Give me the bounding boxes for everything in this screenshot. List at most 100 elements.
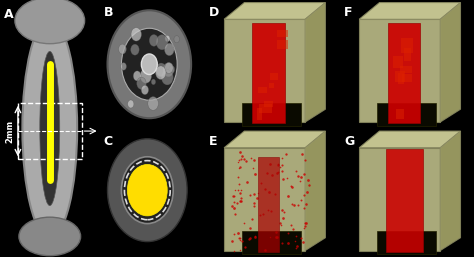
Circle shape bbox=[141, 54, 157, 75]
Point bbox=[230, 249, 237, 253]
Point bbox=[301, 226, 308, 230]
Point bbox=[278, 169, 286, 173]
Polygon shape bbox=[377, 103, 436, 126]
Point bbox=[237, 196, 245, 200]
Bar bbox=[401, 74, 411, 82]
Point bbox=[279, 208, 286, 212]
Circle shape bbox=[165, 35, 170, 42]
Point bbox=[288, 185, 296, 189]
Circle shape bbox=[163, 63, 174, 77]
Point bbox=[268, 173, 275, 177]
Point bbox=[288, 183, 295, 188]
Bar bbox=[257, 108, 262, 120]
Point bbox=[296, 179, 304, 183]
Point bbox=[264, 208, 272, 212]
Point bbox=[273, 171, 281, 176]
Bar bbox=[18, 103, 82, 159]
Point bbox=[290, 203, 298, 207]
Bar bbox=[401, 66, 412, 73]
Text: D: D bbox=[209, 6, 219, 20]
Point bbox=[234, 201, 241, 205]
Point bbox=[236, 150, 243, 154]
Point bbox=[230, 206, 238, 210]
Point bbox=[245, 237, 253, 241]
Point bbox=[305, 183, 313, 187]
Point bbox=[277, 221, 284, 225]
Point bbox=[302, 221, 310, 225]
Polygon shape bbox=[242, 103, 301, 126]
Point bbox=[277, 223, 285, 227]
Circle shape bbox=[156, 63, 166, 77]
Point bbox=[301, 206, 308, 210]
Point bbox=[254, 191, 262, 195]
Point bbox=[287, 223, 294, 227]
Point bbox=[297, 198, 305, 202]
Point bbox=[230, 200, 238, 204]
Point bbox=[234, 231, 242, 235]
Text: A: A bbox=[4, 8, 14, 21]
Point bbox=[273, 235, 281, 239]
Bar bbox=[269, 83, 273, 88]
Point bbox=[237, 191, 244, 195]
Point bbox=[237, 199, 244, 203]
Point bbox=[262, 248, 269, 252]
Circle shape bbox=[128, 100, 134, 108]
Point bbox=[274, 163, 282, 167]
Point bbox=[293, 244, 301, 248]
Point bbox=[247, 156, 255, 160]
Point bbox=[263, 171, 271, 175]
Bar bbox=[277, 40, 288, 49]
Circle shape bbox=[131, 28, 141, 41]
Point bbox=[288, 202, 296, 206]
Circle shape bbox=[118, 44, 126, 54]
Point bbox=[234, 160, 242, 164]
Point bbox=[237, 157, 244, 161]
Point bbox=[292, 234, 300, 238]
Point bbox=[235, 188, 242, 192]
Point bbox=[278, 241, 285, 245]
Point bbox=[251, 192, 258, 196]
Text: G: G bbox=[344, 135, 355, 148]
Circle shape bbox=[164, 62, 173, 74]
Point bbox=[300, 240, 307, 244]
Point bbox=[240, 157, 248, 161]
Bar bbox=[264, 101, 273, 107]
Bar bbox=[404, 48, 411, 61]
Point bbox=[278, 163, 286, 167]
Bar bbox=[258, 87, 267, 93]
Point bbox=[248, 217, 255, 221]
Point bbox=[297, 175, 304, 179]
Point bbox=[243, 159, 250, 163]
Polygon shape bbox=[258, 157, 280, 252]
Point bbox=[241, 244, 248, 249]
Bar bbox=[277, 30, 288, 37]
Point bbox=[251, 172, 259, 176]
Point bbox=[237, 238, 244, 242]
Point bbox=[293, 246, 301, 250]
Point bbox=[265, 190, 273, 194]
Point bbox=[302, 201, 310, 206]
Point bbox=[252, 234, 259, 238]
Text: 2mm: 2mm bbox=[6, 120, 14, 143]
Point bbox=[290, 226, 297, 231]
Point bbox=[257, 181, 264, 185]
Point bbox=[298, 152, 305, 156]
Ellipse shape bbox=[19, 217, 81, 256]
Text: F: F bbox=[344, 6, 353, 20]
Point bbox=[229, 194, 237, 198]
Point bbox=[294, 174, 302, 178]
Polygon shape bbox=[377, 231, 436, 254]
Point bbox=[272, 235, 280, 239]
Polygon shape bbox=[305, 131, 325, 251]
Point bbox=[304, 178, 312, 182]
Point bbox=[280, 216, 287, 221]
Circle shape bbox=[148, 97, 158, 110]
Polygon shape bbox=[305, 3, 325, 122]
Point bbox=[236, 182, 243, 187]
Point bbox=[271, 192, 279, 197]
Circle shape bbox=[174, 36, 180, 43]
Point bbox=[294, 204, 302, 208]
Point bbox=[297, 236, 305, 240]
Circle shape bbox=[155, 66, 166, 79]
Text: E: E bbox=[209, 135, 218, 148]
